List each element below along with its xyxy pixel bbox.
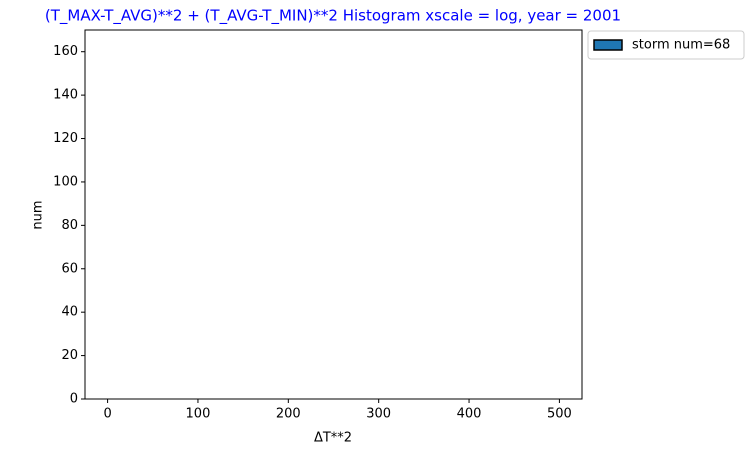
- y-tick-label: 20: [61, 348, 78, 363]
- x-tick-label: 300: [366, 407, 391, 422]
- y-tick-label: 0: [70, 392, 78, 407]
- legend-swatch: [593, 39, 623, 51]
- x-axis-label: ΔT**2: [314, 431, 352, 446]
- x-tick-label: 100: [186, 407, 211, 422]
- x-tick-label: 0: [103, 407, 111, 422]
- y-tick-label: 40: [61, 305, 78, 320]
- legend-label: storm num=68: [632, 38, 730, 53]
- y-tick-label: 80: [61, 218, 78, 233]
- x-tick-label: 200: [276, 407, 301, 422]
- x-tick-label: 500: [547, 407, 572, 422]
- chart-title: (T_MAX-T_AVG)**2 + (T_AVG-T_MIN)**2 Hist…: [45, 7, 621, 26]
- y-tick-label: 100: [53, 174, 78, 189]
- y-tick-label: 60: [61, 261, 78, 276]
- y-tick-label: 140: [53, 88, 78, 103]
- y-axis-label: num: [31, 200, 46, 229]
- y-tick-label: 160: [53, 44, 78, 59]
- plot-frame: [84, 29, 583, 400]
- legend-box: [587, 30, 745, 60]
- x-tick-label: 400: [457, 407, 482, 422]
- y-tick-label: 120: [53, 131, 78, 146]
